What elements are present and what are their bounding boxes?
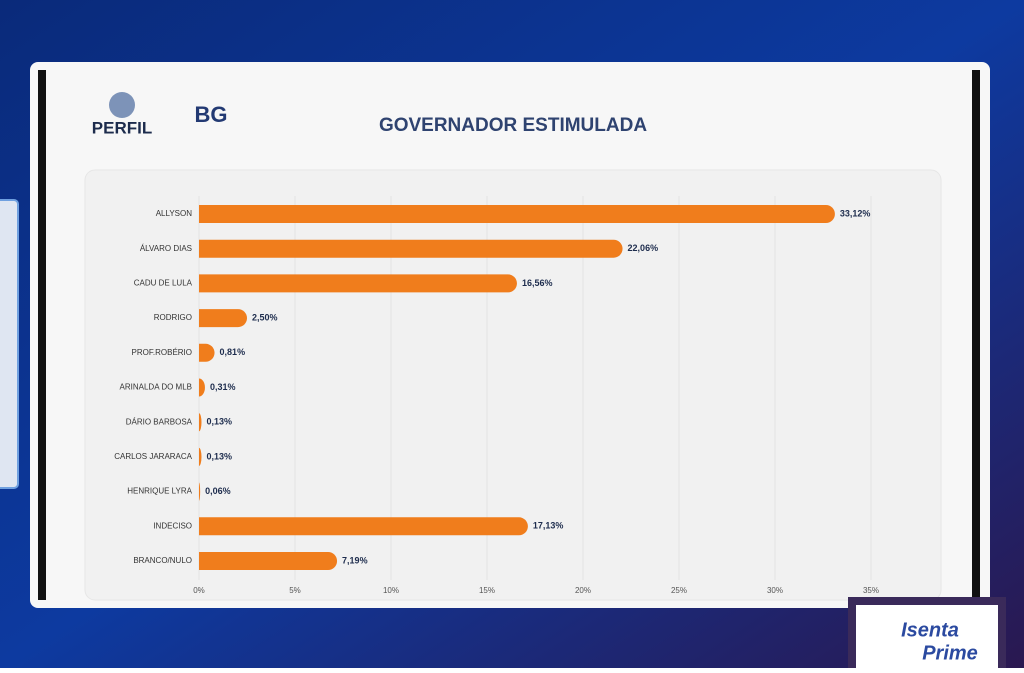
value-label: 22,06% <box>628 243 659 253</box>
category-label: CADU DE LULA <box>134 279 193 288</box>
right-edge <box>972 70 980 600</box>
value-label: 0,13% <box>206 451 232 461</box>
value-label: 2,50% <box>252 312 278 322</box>
x-tick-label: 25% <box>671 586 687 595</box>
category-label: BRANCO/NULO <box>133 556 192 565</box>
x-tick-label: 35% <box>863 586 879 595</box>
x-tick-label: 5% <box>289 586 301 595</box>
side-panel <box>0 199 19 489</box>
chart-title: GOVERNADOR ESTIMULADA <box>379 115 647 136</box>
perfil-icon <box>109 92 135 118</box>
x-tick-label: 10% <box>383 586 399 595</box>
category-label: ÁLVARO DIAS <box>140 244 192 253</box>
overlay-inner <box>856 605 998 668</box>
overlay-brand: Prime <box>922 642 978 664</box>
category-label: DÁRIO BARBOSA <box>126 417 193 426</box>
bar <box>199 482 201 501</box>
category-label: INDECISO <box>153 521 192 530</box>
bg-logo: BG <box>195 102 228 127</box>
category-label: ARINALDA DO MLB <box>120 383 192 392</box>
x-tick-label: 30% <box>767 586 783 595</box>
x-tick-label: 15% <box>479 586 495 595</box>
bar <box>199 205 835 223</box>
value-label: 17,13% <box>533 521 564 531</box>
plot: 0% 5% 10% 15% 20% 25% 30% 35% ALLYSON 33,12% ÁLVAR… <box>114 196 879 595</box>
value-label: 0,13% <box>206 417 232 427</box>
category-label: ALLYSON <box>156 209 193 218</box>
category-label: CARLOS JARARACA <box>114 452 192 461</box>
x-tick-label: 0% <box>193 586 205 595</box>
value-label: 33,12% <box>840 208 871 218</box>
bar <box>199 239 623 258</box>
category-label: HENRIQUE LYRA <box>127 487 192 496</box>
bar <box>199 447 202 466</box>
bar <box>199 517 528 536</box>
value-label: 0,06% <box>205 486 231 496</box>
value-label: 0,31% <box>210 382 236 392</box>
bar <box>199 274 517 293</box>
value-label: 16,56% <box>522 278 553 288</box>
perfil-logo: PERFIL <box>92 118 152 137</box>
value-label: 0,81% <box>220 347 246 357</box>
x-tick-label: 20% <box>575 586 591 595</box>
bar <box>199 413 202 432</box>
overlay-brand: Isenta <box>901 619 959 641</box>
bar <box>199 309 247 328</box>
left-edge <box>38 70 46 600</box>
value-label: 7,19% <box>342 555 368 565</box>
bar <box>199 378 205 397</box>
category-label: RODRIGO <box>154 313 192 322</box>
category-label: PROF.ROBÉRIO <box>132 348 192 357</box>
bar <box>199 343 215 362</box>
bar <box>199 552 338 570</box>
